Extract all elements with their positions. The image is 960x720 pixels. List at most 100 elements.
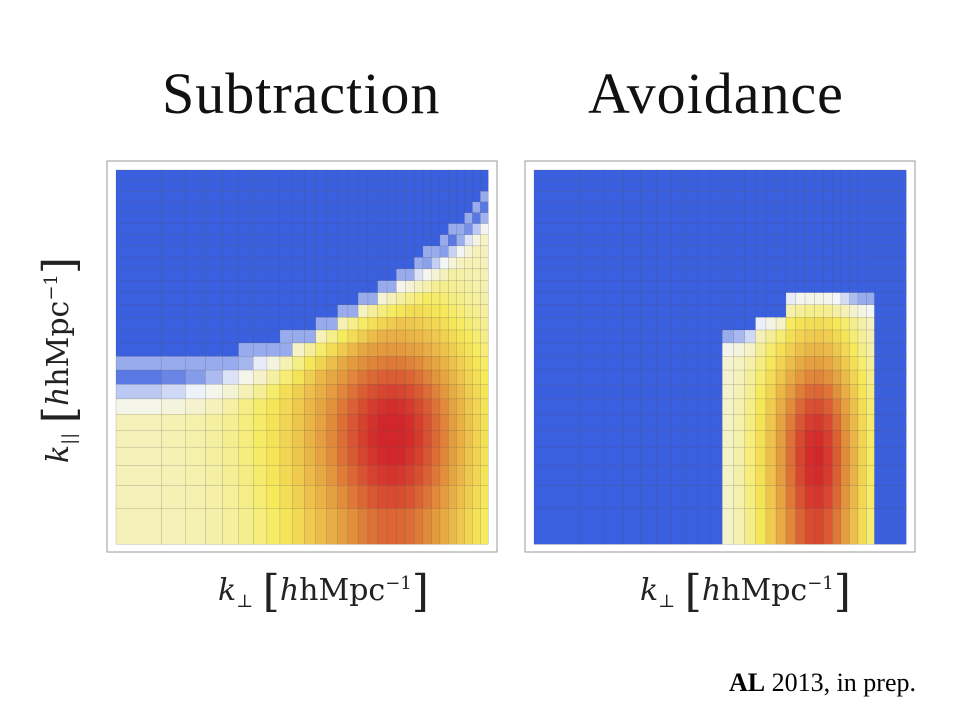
heatmap-cell [252,280,268,293]
heatmap-cell [315,398,328,415]
heatmap-cell [578,429,604,448]
heatmap-cell [775,280,787,293]
heatmap-cell [266,169,281,181]
heatmap-cell [684,245,699,258]
heatmap-cell [840,268,850,281]
heatmap-cell [849,280,859,293]
heatmap-cell [456,234,465,247]
heatmap-cell [623,316,642,331]
heatmap-cell [656,245,672,258]
heatmap-cell [710,292,723,305]
heatmap-cell [377,292,388,305]
heatmap-cell [733,212,746,224]
heatmap-cell [857,413,867,431]
heatmap-cell [722,292,735,305]
heatmap-cell [840,304,850,318]
heatmap-cell [890,212,899,224]
heatmap-cell [775,256,787,270]
heatmap-cell [684,212,699,224]
heatmap-cell [185,234,206,247]
heatmap-cell [832,169,842,181]
heatmap-cell [755,383,767,400]
heatmap-cell [292,413,305,431]
heatmap-cell [326,464,338,486]
heatmap-cell [814,292,824,305]
heatmap-cell [115,369,162,385]
heatmap-cell [326,223,338,235]
heatmap-cell [115,234,162,247]
heatmap-cell [456,304,465,318]
heatmap-cell [603,508,624,545]
heatmap-cell [222,304,239,318]
heatmap-cell [795,268,806,281]
heatmap-cell [357,316,369,331]
title-subtraction: Subtraction [162,61,441,126]
heatmap-cell [785,234,797,247]
heatmap-cell [315,329,328,344]
heatmap-cell [849,355,859,371]
heatmap-cell [804,201,815,213]
heatmap-cell [804,304,815,318]
heatmap-cell [185,223,206,235]
heatmap-cell [405,190,415,203]
heatmap-cell [377,429,388,448]
heatmap-cell [326,234,338,247]
heatmap-cell [785,280,797,293]
heatmap-cell [882,234,891,247]
heatmap-cell [684,201,699,213]
heatmap-cell [326,280,338,293]
heatmap-cell [160,180,186,192]
heatmap-cell [640,429,657,448]
heatmap-cell [347,398,359,415]
heatmap-cell [733,355,746,371]
heatmap-cell [849,446,859,466]
heatmap-cell [115,342,162,357]
heatmap-cell [722,413,735,431]
heatmap-cell [684,304,699,318]
heatmap-cell [252,234,268,247]
heatmap-cell [866,245,875,258]
heatmap-cell [866,342,875,357]
heatmap-cell [422,190,432,203]
heatmap-cell [396,292,406,305]
heatmap-cell [697,383,711,400]
heatmap-cell [464,429,473,448]
heatmap-cell [578,169,604,181]
heatmap-cell [755,268,767,281]
heatmap-cell [578,369,604,385]
heatmap-cell [640,446,657,466]
heatmap-cell [795,342,806,357]
heatmap-cell [414,383,424,400]
heatmap-cell [386,212,397,224]
heatmap-cell [439,190,449,203]
heatmap-cell [238,280,254,293]
heatmap-cell [431,369,441,385]
heatmap-cell [456,180,465,192]
heatmap-cell [840,223,850,235]
heatmap-cell [222,245,239,258]
heatmap-cell [804,484,815,509]
heatmap-cell [710,234,723,247]
heatmap-cell [656,280,672,293]
heatmap-cell [874,383,883,400]
heatmap-cell [849,329,859,344]
heatmap-cell [115,223,162,235]
heatmap-cell [857,256,867,270]
heatmap-cell [775,212,787,224]
heatmap-cell [533,446,580,466]
heatmap-cell [405,383,415,400]
heatmap-cell [697,180,711,192]
heatmap-cell [890,245,899,258]
heatmap-cell [804,398,815,415]
heatmap-cell [814,446,824,466]
heatmap-cell [623,429,642,448]
heatmap-cell [795,280,806,293]
heatmap-cell [814,223,824,235]
heatmap-cell [431,464,441,486]
heatmap-cell [414,169,424,181]
heatmap-cell [304,484,317,509]
heatmap-cell [656,292,672,305]
heatmap-cell [266,429,281,448]
heatmap-cell [414,212,424,224]
heatmap-cell [849,342,859,357]
